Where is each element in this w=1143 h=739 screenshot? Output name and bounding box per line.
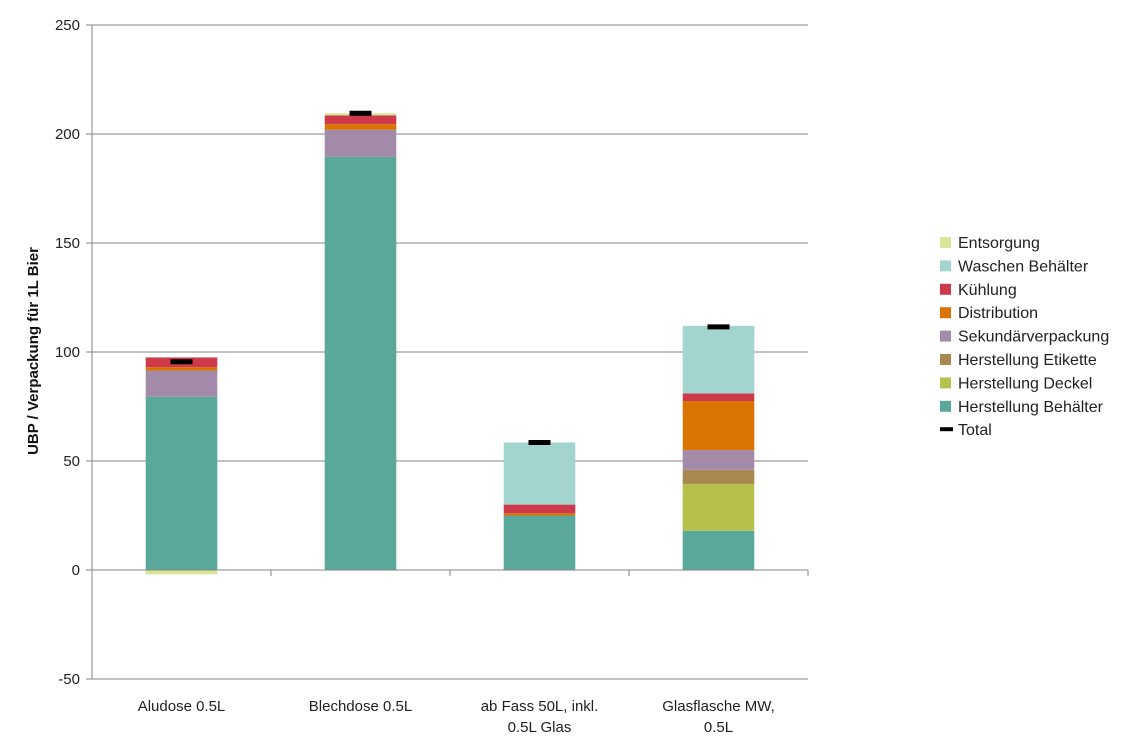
x-category-label: Blechdose 0.5L <box>309 698 412 715</box>
bar-segment <box>145 396 218 570</box>
bars <box>145 113 755 575</box>
bar-segment <box>145 367 218 371</box>
y-tick-label: -50 <box>58 671 80 688</box>
x-category-label: 0.5L <box>704 719 733 736</box>
total-markers <box>170 110 730 445</box>
legend-entry: Total <box>958 422 992 439</box>
bar-segment <box>682 401 755 451</box>
legend-swatch <box>940 307 951 319</box>
legend-swatch <box>940 283 951 295</box>
x-category-label: ab Fass 50L, inkl. <box>481 698 599 715</box>
legend-entry: Herstellung Etikette <box>958 352 1097 369</box>
bar-segment <box>682 483 755 531</box>
bar-segment <box>682 325 755 394</box>
bar-segment <box>682 469 755 484</box>
legend-entry: Herstellung Deckel <box>958 375 1092 392</box>
y-tick-label: 50 <box>63 453 80 470</box>
bar-segment <box>682 450 755 470</box>
x-category-label: Glasflasche MW, <box>662 698 775 715</box>
legend-entry: Kühlung <box>958 282 1017 299</box>
bar-segment <box>324 124 397 130</box>
legend-entry: Waschen Behälter <box>958 258 1089 275</box>
y-axis-label: UBP / Verpackung für 1L Bier <box>25 247 42 455</box>
legend-entry: Entsorgung <box>958 235 1040 252</box>
legend-swatch <box>940 377 951 389</box>
legend-entry: Sekundärverpackung <box>958 329 1109 346</box>
bar-segment <box>324 115 397 125</box>
legend-entry: Herstellung Behälter <box>958 399 1104 416</box>
axes <box>86 24 809 680</box>
bar-segment <box>145 370 218 397</box>
y-tick-labels: -50 0 50 100 150 200 250 <box>55 17 80 688</box>
bar-segment <box>682 393 755 402</box>
legend: Entsorgung Waschen Behälter Kühlung Distrib… <box>940 235 1109 439</box>
legend-swatch <box>940 330 951 342</box>
x-category-label: 0.5L Glas <box>508 719 572 736</box>
y-tick-label: 0 <box>72 562 80 579</box>
legend-entry: Distribution <box>958 305 1038 322</box>
legend-swatch <box>940 237 951 248</box>
x-category-labels: Aludose 0.5L Blechdose 0.5L ab Fass 50L, i… <box>138 698 775 736</box>
y-tick-label: 150 <box>55 235 80 252</box>
bar-segment <box>503 504 576 514</box>
bar-segment <box>324 156 397 570</box>
y-tick-label: 100 <box>55 344 80 361</box>
y-tick-label: 250 <box>55 17 80 34</box>
legend-swatch <box>940 260 951 272</box>
legend-swatch <box>940 400 951 412</box>
bar-segment <box>145 570 218 575</box>
x-category-label: Aludose 0.5L <box>138 698 226 715</box>
legend-swatch <box>940 354 951 365</box>
bar-segment <box>324 129 397 157</box>
bar-segment <box>503 442 576 505</box>
bar-segment <box>682 530 755 570</box>
bar-segment <box>503 513 576 516</box>
bar-segment <box>503 515 576 570</box>
y-tick-label: 200 <box>55 126 80 143</box>
